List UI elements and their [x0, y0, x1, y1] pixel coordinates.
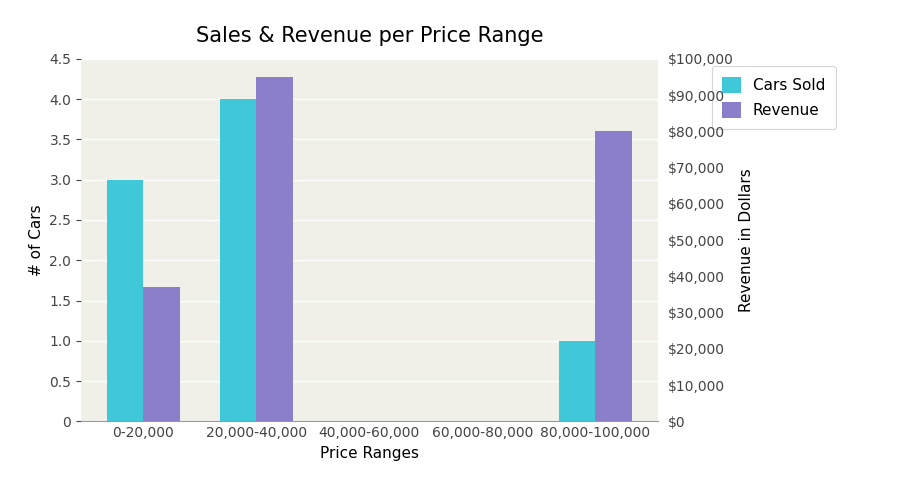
Title: Sales & Revenue per Price Range: Sales & Revenue per Price Range [196, 26, 543, 46]
X-axis label: Price Ranges: Price Ranges [320, 446, 419, 461]
Bar [107, 180, 143, 421]
Legend: Cars Sold, Revenue: Cars Sold, Revenue [712, 67, 836, 129]
Bar [220, 99, 257, 421]
Bar [143, 287, 179, 421]
Bar [257, 77, 293, 421]
Y-axis label: Revenue in Dollars: Revenue in Dollars [739, 168, 754, 312]
Bar [560, 341, 596, 421]
Y-axis label: # of Cars: # of Cars [29, 204, 44, 276]
Bar [596, 131, 632, 421]
